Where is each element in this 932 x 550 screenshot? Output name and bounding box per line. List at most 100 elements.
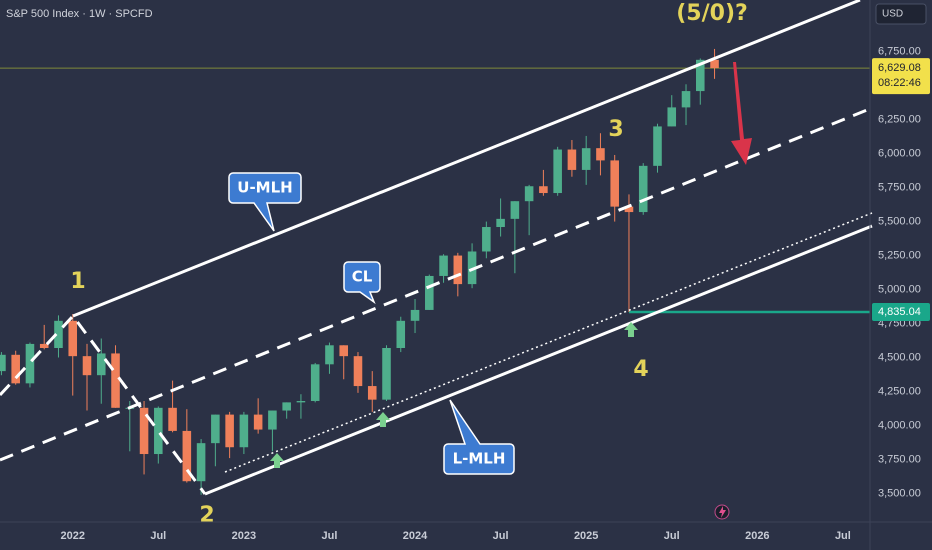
candle-body: [310, 364, 320, 402]
wave-label: 1: [70, 269, 85, 294]
candle-body: [211, 414, 220, 444]
currency: USD: [882, 9, 903, 20]
candle-body: [0, 354, 6, 372]
countdown: 08:22:46: [878, 77, 921, 89]
x-tick-label: 2022: [60, 530, 84, 542]
callout-label: CL: [352, 268, 373, 286]
x-tick-label: 2024: [403, 530, 428, 542]
green-arrow: [376, 412, 390, 427]
candle-body: [653, 126, 662, 166]
y-tick-label: 6,750.00: [878, 46, 921, 58]
candle-body: [496, 218, 505, 228]
candle-body: [624, 206, 634, 213]
x-tick-label: 2025: [574, 530, 598, 542]
candle-body: [168, 407, 177, 431]
last-price-label: 6,629.08: [878, 62, 921, 74]
candle-body: [638, 165, 648, 213]
candle-body: [510, 201, 520, 219]
chart-title: S&P 500 Index · 1W · SPCFD: [6, 8, 153, 20]
plot-area: [0, 48, 870, 495]
candle-body: [68, 320, 78, 357]
x-tick-label: Jul: [664, 530, 680, 542]
candle-body: [581, 148, 591, 170]
candle-body: [25, 343, 35, 384]
candle-body: [681, 91, 691, 108]
red-arrow: [731, 62, 752, 165]
level-label: 4,835.04: [878, 306, 921, 318]
x-tick-label: 2023: [232, 530, 256, 542]
y-tick-label: 4,250.00: [878, 385, 921, 397]
callouts: U-MLH CL L-MLH: [228, 172, 515, 475]
callout-label: U-MLH: [237, 179, 292, 197]
candle-body: [54, 320, 63, 348]
currency-box: [875, 3, 927, 25]
candle-body: [425, 275, 434, 310]
candle-body: [154, 407, 163, 455]
callout-box: [443, 399, 515, 475]
y-tick-label: 3,750.00: [878, 453, 921, 465]
dotted-line: [224, 212, 873, 473]
candle-body: [225, 414, 234, 448]
callout-label: L-MLH: [453, 450, 506, 468]
wave-label: 4: [633, 357, 648, 382]
wave-label: 3: [608, 117, 623, 142]
candle-body: [11, 354, 20, 384]
y-tick-label: 4,000.00: [878, 419, 921, 431]
zigzag: [0, 313, 207, 495]
candle-body: [482, 227, 491, 252]
y-tick-label: 5,250.00: [878, 249, 921, 261]
arrows: [270, 62, 752, 468]
y-tick-label: 6,000.00: [878, 148, 921, 160]
x-tick-label: Jul: [150, 530, 166, 542]
y-tick-label: 6,250.00: [878, 114, 921, 126]
callout-box: [228, 172, 302, 232]
candle-body: [667, 107, 677, 127]
candle-body: [453, 255, 463, 285]
x-tick-label: 2026: [745, 530, 769, 542]
candle-body: [139, 407, 149, 455]
y-tick-label: 5,500.00: [878, 215, 921, 227]
green-arrow: [624, 322, 638, 337]
callout-box: [343, 261, 381, 305]
icon: [714, 504, 730, 520]
candle-body: [296, 401, 306, 403]
last-price-badge: [872, 58, 930, 95]
candle-body: [367, 386, 377, 400]
candle-body: [539, 186, 548, 194]
upper-median-line: [72, 0, 861, 318]
lower-median-line: [204, 224, 873, 496]
candle-body: [596, 148, 605, 161]
level-badge: [872, 302, 930, 321]
candle-body: [710, 59, 719, 69]
candle-body: [410, 309, 420, 321]
x-tick-label: Jul: [835, 530, 851, 542]
wave-label: (5/0)?: [676, 1, 748, 26]
candle-body: [82, 356, 92, 376]
candle-body: [111, 353, 120, 408]
candle-body: [339, 345, 348, 357]
candle-body: [182, 430, 192, 482]
candle-body: [196, 443, 206, 482]
candle-body: [439, 255, 448, 276]
x-tick-label: Jul: [322, 530, 338, 542]
candle-body: [696, 59, 705, 92]
wave-label: 2: [199, 503, 214, 528]
candle-body: [524, 186, 534, 202]
center-line: [0, 106, 873, 462]
candle-body: [553, 149, 562, 194]
drawings: [0, 0, 873, 496]
candle-body: [282, 402, 291, 411]
candle-body: [382, 348, 391, 400]
candle-body: [396, 320, 406, 348]
candle-body: [567, 149, 577, 170]
candle-body: [353, 356, 363, 387]
y-tick-label: 5,000.00: [878, 283, 921, 295]
candle-body: [610, 160, 619, 207]
x-tick-label: Jul: [493, 530, 509, 542]
candle-body: [268, 410, 277, 430]
y-tick-label: 5,750.00: [878, 182, 921, 194]
green-arrow: [270, 453, 284, 468]
candle-body: [253, 414, 263, 430]
candle-body: [239, 414, 249, 448]
